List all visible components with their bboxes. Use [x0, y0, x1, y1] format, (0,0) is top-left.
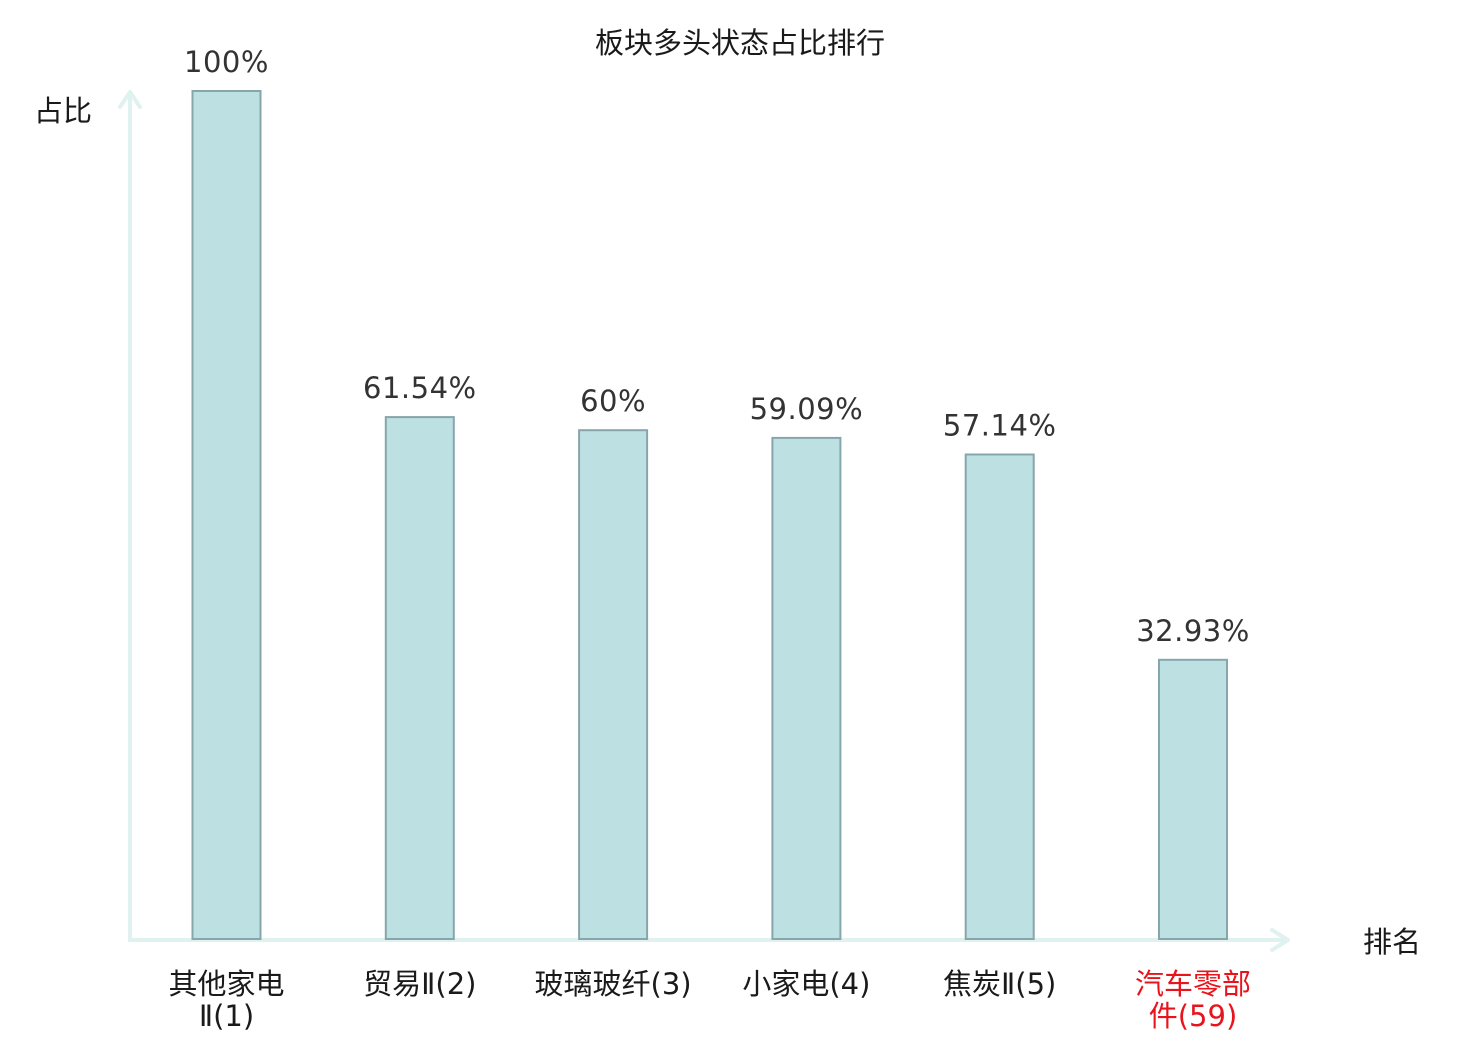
category-label-6-line-1: 汽车零部	[1135, 967, 1251, 1001]
chart-title: 板块多头状态占比排行	[595, 26, 885, 60]
category-label-3: 玻璃玻纤(3)	[535, 967, 692, 1001]
bar-1	[191, 90, 262, 940]
bar-2	[384, 416, 455, 941]
bar-4	[771, 436, 842, 940]
category-label-1-line-1: 其他家电	[168, 967, 284, 1001]
bar-value-label-2: 61.54%	[363, 371, 477, 405]
bar-5	[964, 453, 1035, 940]
category-label-6-line-2: 件(59)	[1149, 999, 1238, 1033]
x-axis-label: 排名	[1363, 925, 1421, 959]
bar-value-label-5: 57.14%	[943, 409, 1057, 443]
bar-value-label-4: 59.09%	[750, 392, 864, 426]
category-label-2: 贸易Ⅱ(2)	[363, 967, 476, 1001]
bar-6	[1158, 658, 1228, 940]
y-axis-arrow-icon	[118, 90, 142, 109]
bar-value-label-1: 100%	[184, 45, 269, 79]
bar-3	[578, 429, 649, 940]
category-label-4: 小家电(4)	[742, 967, 870, 1001]
x-axis-arrow-icon	[1270, 928, 1290, 952]
bar-value-label-6: 32.93%	[1136, 614, 1250, 648]
category-label-1-line-2: Ⅱ(1)	[199, 999, 254, 1033]
bar-value-label-3: 60%	[580, 384, 646, 418]
category-label-5: 焦炭Ⅱ(5)	[943, 967, 1056, 1001]
y-axis-label: 占比	[34, 94, 92, 128]
